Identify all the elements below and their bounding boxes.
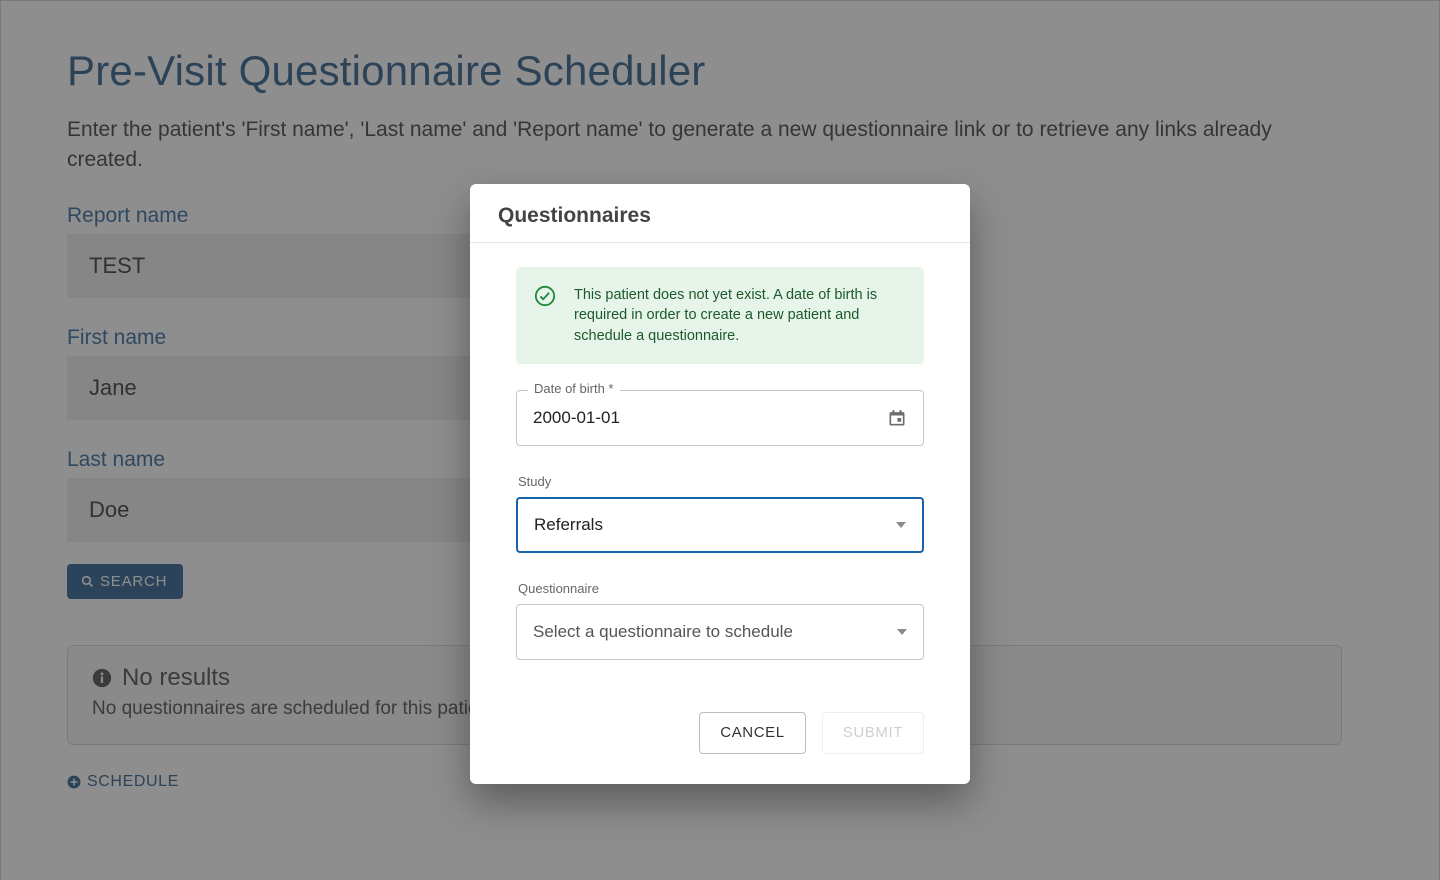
submit-button: SUBMIT (822, 712, 924, 754)
questionnaires-modal: Questionnaires This patient does not yet… (470, 184, 970, 784)
cancel-button[interactable]: CANCEL (699, 712, 805, 754)
study-label: Study (518, 474, 924, 489)
chevron-down-icon (897, 629, 907, 635)
dob-value: 2000-01-01 (533, 408, 620, 428)
questionnaire-placeholder: Select a questionnaire to schedule (533, 622, 793, 642)
chevron-down-icon (896, 522, 906, 528)
modal-actions: CANCEL SUBMIT (470, 698, 970, 784)
modal-overlay[interactable]: Questionnaires This patient does not yet… (0, 0, 1440, 880)
info-alert: This patient does not yet exist. A date … (516, 267, 924, 364)
questionnaire-label: Questionnaire (518, 581, 924, 596)
questionnaire-select[interactable]: Select a questionnaire to schedule (516, 604, 924, 660)
modal-title: Questionnaires (470, 184, 970, 243)
calendar-icon[interactable] (887, 408, 907, 428)
dob-input[interactable]: 2000-01-01 (516, 390, 924, 446)
study-value: Referrals (534, 515, 603, 535)
study-select[interactable]: Referrals (516, 497, 924, 553)
dob-field: Date of birth * 2000-01-01 (516, 390, 924, 446)
dob-label: Date of birth * (528, 381, 620, 396)
study-field: Study Referrals (516, 474, 924, 553)
alert-text: This patient does not yet exist. A date … (574, 285, 906, 346)
modal-body: This patient does not yet exist. A date … (470, 243, 970, 698)
check-circle-icon (534, 285, 556, 307)
questionnaire-field: Questionnaire Select a questionnaire to … (516, 581, 924, 660)
